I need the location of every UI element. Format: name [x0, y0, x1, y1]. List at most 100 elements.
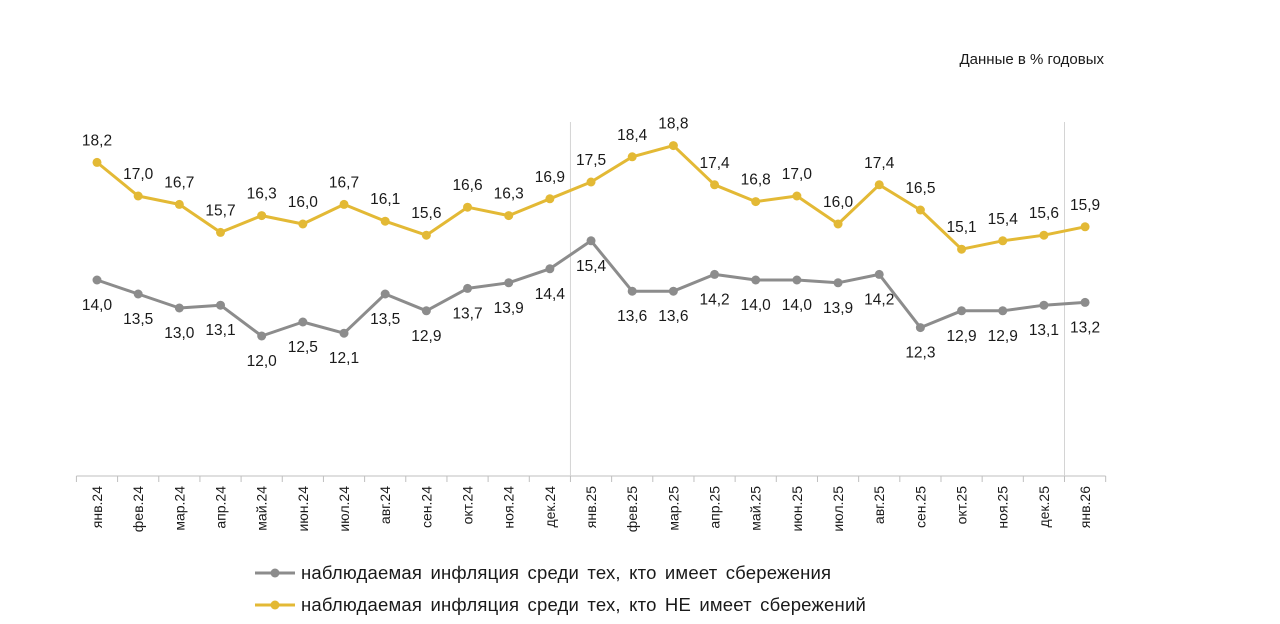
data-point	[1039, 300, 1049, 310]
data-label: 15,6	[411, 205, 441, 222]
x-tick-label: ноя.25	[995, 486, 1011, 529]
data-point	[751, 275, 761, 285]
data-point	[751, 197, 761, 207]
x-tick-label: мар.24	[171, 486, 187, 531]
series-line	[96, 239, 1086, 338]
data-point	[504, 278, 514, 288]
x-tick-label: авг.25	[871, 486, 887, 524]
x-tick-label: янв.24	[89, 486, 105, 528]
legend-item-non-savers: наблюдаемая инфляция среди тех, кто НЕ и…	[255, 594, 866, 616]
data-label: 13,1	[1029, 322, 1059, 339]
data-label: 15,9	[1070, 197, 1100, 214]
data-point	[545, 194, 555, 204]
data-point	[380, 216, 390, 226]
data-label: 15,4	[988, 211, 1019, 228]
data-point	[668, 141, 678, 151]
x-tick-label: июн.25	[789, 486, 805, 532]
legend-marker-gray	[255, 568, 295, 578]
data-point	[998, 306, 1008, 316]
data-point	[133, 191, 143, 201]
data-label: 12,9	[411, 328, 441, 345]
data-point	[216, 300, 226, 310]
data-point	[339, 199, 349, 209]
data-point	[174, 199, 184, 209]
data-point	[957, 244, 967, 254]
data-point	[874, 180, 884, 190]
x-tick-label: сен.24	[418, 486, 434, 528]
data-point	[1080, 297, 1090, 307]
data-point	[463, 202, 473, 212]
data-label: 18,2	[82, 132, 112, 149]
data-label: 13,7	[452, 305, 482, 322]
x-tick-label: апр.24	[213, 486, 229, 529]
data-label: 17,0	[782, 166, 813, 183]
data-point	[421, 306, 431, 316]
data-label: 16,3	[247, 186, 277, 203]
data-label: 15,6	[1029, 205, 1059, 222]
series-0: 14,0 13,5 13,0 13,1 12,0 12,5 12,1 13,5 12,9 13,7…	[82, 236, 1100, 370]
data-point	[833, 278, 843, 288]
data-label: 14,2	[699, 291, 729, 308]
data-point	[627, 286, 637, 296]
x-tick-label: дек.24	[542, 486, 558, 528]
data-point	[627, 152, 637, 162]
data-label: 16,5	[905, 180, 935, 197]
x-tick-label: янв.25	[583, 486, 599, 528]
data-label: 12,3	[905, 345, 935, 362]
data-point	[133, 289, 143, 299]
data-point	[421, 230, 431, 240]
data-point	[710, 180, 720, 190]
data-point	[915, 323, 925, 333]
data-label: 14,0	[782, 297, 813, 314]
data-point	[504, 211, 514, 221]
x-tick-label: май.25	[748, 486, 764, 531]
data-label: 14,2	[864, 291, 894, 308]
data-label: 13,6	[658, 308, 688, 325]
data-label: 12,0	[247, 353, 278, 370]
series-1: 18,2 17,0 16,7 15,7 16,3 16,0 16,7 16,1 15,6 16,6…	[82, 116, 1100, 254]
data-label: 14,4	[535, 286, 566, 303]
data-label: 12,9	[988, 328, 1018, 345]
data-label: 15,4	[576, 258, 607, 275]
legend-label: наблюдаемая инфляция среди тех, кто имее…	[301, 562, 832, 583]
data-point	[298, 219, 308, 229]
data-point	[586, 177, 596, 187]
data-label: 18,8	[658, 116, 688, 133]
data-label: 17,5	[576, 152, 606, 169]
x-tick-label: окт.25	[954, 486, 970, 525]
data-label: 18,4	[617, 127, 648, 144]
data-point	[833, 219, 843, 229]
data-label: 17,4	[864, 155, 895, 172]
x-tick-label: июл.24	[336, 486, 352, 532]
data-point	[874, 269, 884, 279]
data-point	[463, 283, 473, 293]
legend-label: наблюдаемая инфляция среди тех, кто НЕ и…	[301, 594, 867, 615]
legend-marker-yellow	[255, 600, 295, 610]
x-tick-label: авг.24	[377, 486, 393, 524]
data-label: 12,5	[288, 339, 318, 356]
data-label: 16,3	[494, 186, 524, 203]
data-point	[92, 157, 102, 167]
data-label: 15,1	[946, 219, 976, 236]
data-point	[380, 289, 390, 299]
x-tick-label: сен.25	[912, 486, 928, 528]
data-point	[257, 211, 267, 221]
data-point	[792, 275, 802, 285]
x-tick-label: июл.25	[830, 486, 846, 532]
units-note: Данные в % годовых	[959, 51, 1105, 68]
data-label: 13,1	[205, 322, 235, 339]
data-label: 12,9	[946, 328, 976, 345]
data-label: 16,8	[741, 172, 771, 189]
x-tick-label: фев.25	[624, 486, 640, 532]
data-label: 14,0	[82, 297, 113, 314]
data-label: 16,6	[452, 177, 482, 194]
data-point	[257, 331, 267, 341]
data-label: 13,9	[494, 300, 524, 317]
data-label: 16,7	[164, 174, 194, 191]
data-label: 17,0	[123, 166, 154, 183]
data-label: 17,4	[699, 155, 730, 172]
x-tick-label: июн.24	[295, 486, 311, 532]
data-point	[298, 317, 308, 327]
data-point	[586, 236, 596, 246]
